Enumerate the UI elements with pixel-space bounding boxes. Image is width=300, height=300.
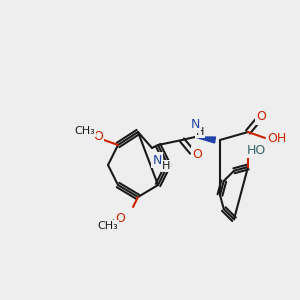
Text: HO: HO xyxy=(246,143,266,157)
Text: OH: OH xyxy=(267,131,286,145)
Text: CH₃: CH₃ xyxy=(98,221,118,231)
Text: H: H xyxy=(196,127,204,137)
Text: O: O xyxy=(93,130,103,143)
Text: N: N xyxy=(152,154,162,166)
Text: N: N xyxy=(190,118,200,131)
Text: H: H xyxy=(162,161,170,171)
Text: O: O xyxy=(192,148,202,160)
Polygon shape xyxy=(195,137,215,143)
Text: CH₃: CH₃ xyxy=(75,126,95,136)
Text: O: O xyxy=(256,110,266,124)
Text: O: O xyxy=(115,212,125,226)
